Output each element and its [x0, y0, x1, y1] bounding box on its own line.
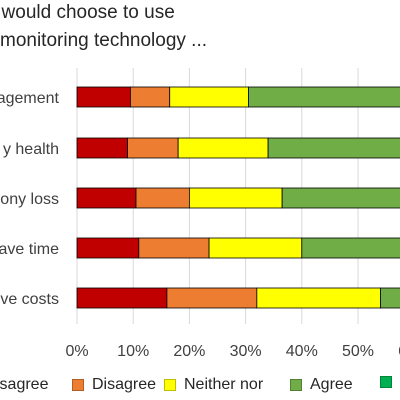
legend-swatch: [380, 376, 392, 388]
x-tick-label: 40%: [286, 343, 318, 360]
bar-segment: [169, 86, 249, 108]
x-tick-label: 0%: [65, 343, 88, 360]
legend-label: Neither nor: [184, 376, 264, 393]
chart-title-line-2: monitoring technology ...: [0, 30, 208, 51]
x-tick-label: 30%: [230, 343, 262, 360]
bar-segment: [76, 187, 137, 209]
legend-swatch: [290, 379, 302, 391]
bar-segment: [76, 237, 140, 259]
category-label: ave time: [0, 241, 59, 258]
legend-item: Disagree: [72, 376, 156, 394]
bar-segment: [177, 137, 269, 159]
x-tick-label: 50%: [342, 343, 374, 360]
bar-segment: [127, 137, 179, 159]
category-label: agement: [0, 90, 60, 107]
bar-segment: [188, 187, 283, 209]
legend-item: Agree: [290, 376, 353, 394]
bar-segment: [281, 187, 400, 209]
chart-legend: isagree Disagree Neither nor Agree: [0, 376, 400, 400]
x-tick-label: 10%: [117, 343, 149, 360]
x-tick-label: 20%: [173, 343, 205, 360]
x-tick-label: 60%: [398, 343, 400, 360]
category-label: ony loss: [0, 191, 59, 208]
legend-label: isagree: [0, 376, 49, 393]
bar-segment: [267, 137, 400, 159]
chart-title-line-1: I would choose to use: [0, 2, 175, 23]
legend-item: isagree: [0, 376, 48, 394]
legend-label: Agree: [310, 376, 353, 393]
bar-segment: [301, 237, 400, 259]
bar-segment: [76, 86, 131, 108]
legend-label: Disagree: [92, 376, 157, 393]
legend-swatch: [72, 379, 84, 391]
bar-segment: [76, 287, 168, 309]
bar-segment: [256, 287, 381, 309]
bar-segment: [138, 237, 210, 259]
bar-segment: [380, 287, 400, 309]
bar-segment: [135, 187, 190, 209]
bar-segment: [208, 237, 303, 259]
legend-swatch: [164, 379, 176, 391]
bar-segment: [129, 86, 171, 108]
legend-item: Neither nor: [164, 376, 263, 394]
category-label: ve costs: [0, 291, 59, 308]
bar-segment: [248, 86, 400, 108]
category-label: y health: [3, 141, 59, 158]
bar-segment: [76, 137, 128, 159]
legend-item: [380, 376, 400, 388]
bar-segment: [166, 287, 258, 309]
